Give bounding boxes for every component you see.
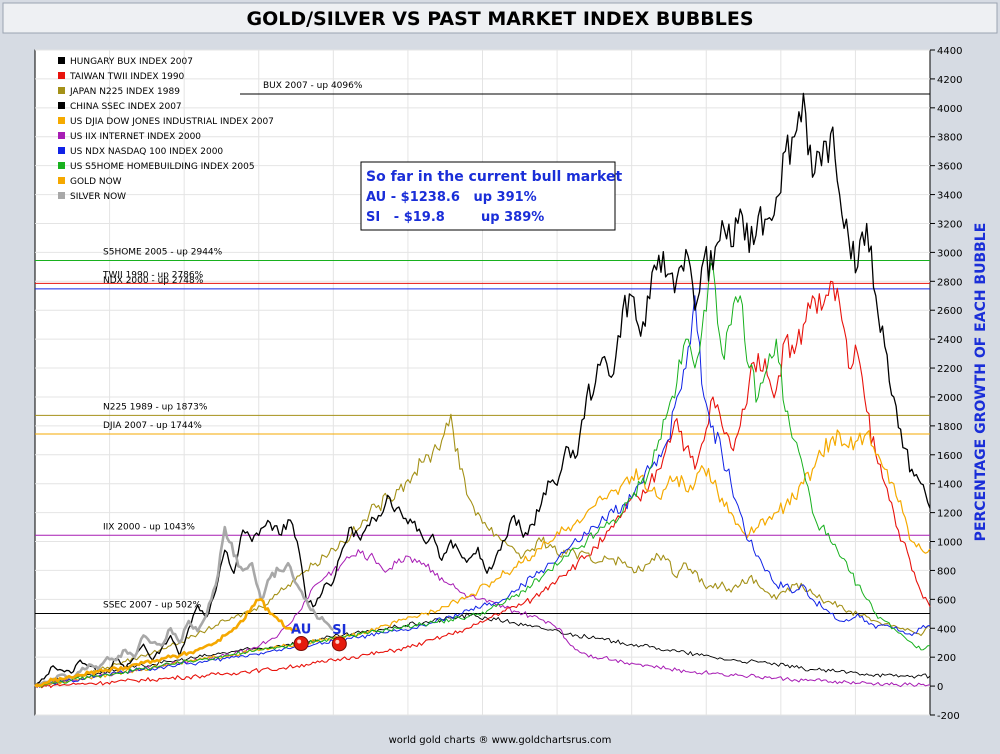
- y-tick-label: 200: [937, 653, 956, 664]
- peak-label: SSEC 2007 - up 502%: [103, 601, 202, 611]
- legend-entry-us-ndx-nasdaq-100-index-2000: US NDX NASDAQ 100 INDEX 2000: [70, 147, 223, 157]
- footer-credit: world gold charts ® www.goldchartsrus.co…: [389, 735, 612, 746]
- annotation-box: [360, 161, 616, 231]
- series-us-ndx-nasdaq-100-index-2000: [34, 295, 931, 688]
- y-tick-label: 3200: [937, 219, 962, 230]
- marker-highlight: [297, 639, 302, 644]
- peak-label: BUX 2007 - up 4096%: [263, 81, 363, 91]
- series-hungary-bux-index-2007: [34, 92, 931, 687]
- y-tick-label: 2800: [937, 277, 962, 288]
- y-tick-label: 1600: [937, 451, 962, 462]
- y-tick-label: 1000: [937, 538, 962, 549]
- peak-label: S5HOME 2005 - up 2944%: [103, 247, 223, 257]
- y-tick-label: 2200: [937, 364, 962, 375]
- bubble-peak-lines: BUX 2007 - up 4096% S5HOME 2005 - up 2944…: [35, 81, 930, 615]
- y-tick-label: 600: [937, 595, 956, 606]
- y-tick-label: 3000: [937, 248, 962, 259]
- now-markers: AU SI: [291, 623, 347, 652]
- chart-title: GOLD/SILVER VS PAST MARKET INDEX BUBBLES: [246, 8, 753, 30]
- title-bar: [2, 2, 998, 34]
- y-tick-label: 3800: [937, 133, 962, 144]
- annotation-line: SI - $19.8 up 389%: [366, 210, 544, 225]
- series-taiwan-twii-index-1990: [34, 280, 931, 689]
- legend-swatch: [58, 117, 65, 124]
- peak-label: DJIA 2007 - up 1744%: [103, 421, 202, 431]
- y-tick-label: 0: [937, 682, 943, 693]
- bull-market-annotation: So far in the current bull market AU - $1…: [360, 161, 622, 231]
- marker-label-au: AU: [291, 623, 311, 638]
- annotation-line: AU - $1238.6 up 391%: [366, 190, 537, 205]
- legend-swatch: [58, 147, 65, 154]
- marker-label-si: SI: [332, 623, 346, 638]
- y-tick-label: 4000: [937, 104, 962, 115]
- marker-dot-si: [331, 636, 347, 652]
- legend-entry-us-djia-dow-jones-industrial-index-2007: US DJIA DOW JONES INDUSTRIAL INDEX 2007: [70, 117, 274, 127]
- annotation-line: So far in the current bull market: [366, 169, 622, 185]
- legend-swatch: [58, 132, 65, 139]
- legend-entry-china-ssec-index-2007: CHINA SSEC INDEX 2007: [70, 102, 182, 112]
- legend-entry-us-iix-internet-index-2000: US IIX INTERNET INDEX 2000: [70, 132, 201, 142]
- y-tick-label: 800: [937, 566, 956, 577]
- y-tick-label: 2600: [937, 306, 962, 317]
- series-lines: [34, 92, 931, 689]
- legend-swatch: [58, 57, 65, 64]
- legend-swatch: [58, 177, 65, 184]
- series-us-s5home-homebuilding-index-2005: [34, 262, 931, 688]
- legend-entry-hungary-bux-index-2007: HUNGARY BUX INDEX 2007: [70, 57, 193, 67]
- y-tick-label: 3600: [937, 162, 962, 173]
- y-tick-label: 400: [937, 624, 956, 635]
- peak-label: NDX 2000 - up 2748%: [103, 276, 204, 286]
- legend-swatch: [58, 162, 65, 169]
- y-tick-label: 2400: [937, 335, 962, 346]
- marker-dot-au: [293, 636, 309, 652]
- legend-swatch: [58, 192, 65, 199]
- peak-label: N225 1989 - up 1873%: [103, 402, 208, 412]
- y-tick-label: 4400: [937, 46, 962, 57]
- legend-swatch: [58, 102, 65, 109]
- y-tick-label: 2000: [937, 393, 962, 404]
- y-tick-label: 1400: [937, 480, 962, 491]
- y-axis: -200 0 200 400 600 800 1000 1200 1400 1600 1800 200…: [930, 46, 962, 722]
- peak-label: TWII 1990 - up 2786%: [102, 270, 204, 280]
- series-gold-now: [34, 597, 298, 688]
- legend-entry-gold-now: GOLD NOW: [70, 177, 122, 187]
- y-tick-label: 1200: [937, 509, 962, 520]
- legend-entry-taiwan-twii-index-1990: TAIWAN TWII INDEX 1990: [69, 72, 185, 82]
- legend-swatch: [58, 72, 65, 79]
- legend-swatch: [58, 87, 65, 94]
- y-axis-label: PERCENTAGE GROWTH OF EACH BUBBLE: [973, 223, 989, 542]
- legend-entry-us-s5home-homebuilding-index-2005: US S5HOME HOMEBUILDING INDEX 2005: [70, 162, 255, 172]
- marker-highlight: [335, 639, 340, 644]
- series-silver-now: [34, 525, 335, 688]
- legend-entry-japan-n225-index-1989: JAPAN N225 INDEX 1989: [69, 87, 180, 97]
- y-tick-label: 1800: [937, 422, 962, 433]
- legend-entry-silver-now: SILVER NOW: [70, 192, 126, 202]
- peak-label: IIX 2000 - up 1043%: [103, 522, 195, 532]
- y-tick-label: -200: [937, 711, 960, 722]
- legend: HUNGARY BUX INDEX 2007 TAIWAN TWII INDEX …: [58, 57, 274, 202]
- y-tick-label: 4200: [937, 75, 962, 86]
- y-tick-label: 3400: [937, 191, 962, 202]
